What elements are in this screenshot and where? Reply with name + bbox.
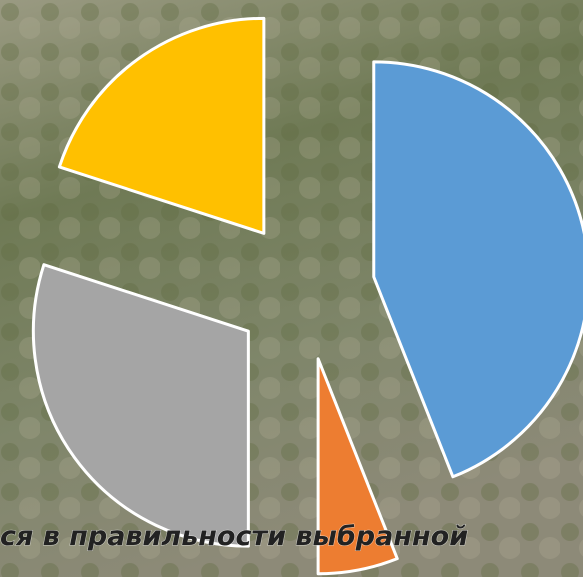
chart: ся в правильности выбранной bbox=[0, 0, 583, 577]
chart-title: ся в правильности выбранной bbox=[0, 521, 468, 552]
